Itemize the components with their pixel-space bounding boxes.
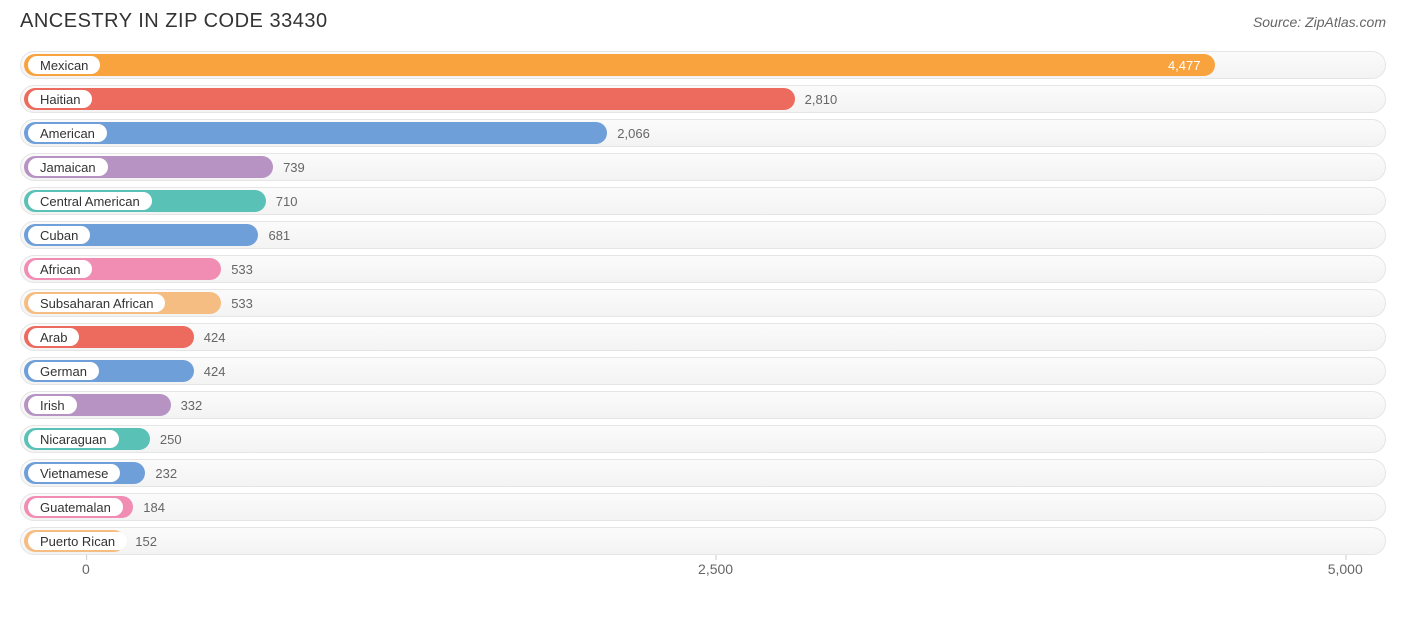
bar-row: Mexican4,477 <box>20 51 1386 79</box>
axis-tick: 0 <box>82 561 90 577</box>
axis-tick: 5,000 <box>1328 561 1363 577</box>
bar-label-pill: Haitian <box>28 90 92 108</box>
bar-label-pill: Nicaraguan <box>28 430 119 448</box>
bar-value: 424 <box>194 360 226 382</box>
chart-source: Source: ZipAtlas.com <box>1253 14 1386 30</box>
bar-label-pill: Jamaican <box>28 158 108 176</box>
bar-value: 533 <box>221 292 253 314</box>
bar-row: Puerto Rican152 <box>20 527 1386 555</box>
bar-label-pill: Subsaharan African <box>28 294 165 312</box>
bar-label-pill: German <box>28 362 99 380</box>
bar-label-pill: American <box>28 124 107 142</box>
chart-title: ANCESTRY IN ZIP CODE 33430 <box>20 10 328 33</box>
bar-row: African 533 <box>20 255 1386 283</box>
bar-value: 710 <box>266 190 298 212</box>
bar-label-pill: Cuban <box>28 226 90 244</box>
x-axis: 0 2,500 5,000 <box>20 561 1386 589</box>
bar-value: 681 <box>258 224 290 246</box>
bar-value: 533 <box>221 258 253 280</box>
bar-value: 184 <box>133 496 165 518</box>
bar-row: Nicaraguan 250 <box>20 425 1386 453</box>
bar-label-pill: Arab <box>28 328 79 346</box>
bar-row: American 2,066 <box>20 119 1386 147</box>
bar-value: 2,066 <box>607 122 650 144</box>
bar-value: 739 <box>273 156 305 178</box>
bar-label-pill: Central American <box>28 192 152 210</box>
bar-label-pill: Puerto Rican <box>28 532 127 550</box>
bar-row: Haitian 2,810 <box>20 85 1386 113</box>
bar-value: 250 <box>150 428 182 450</box>
bar <box>24 122 607 144</box>
bar-row: German 424 <box>20 357 1386 385</box>
ancestry-bar-chart: Mexican4,477 Haitian 2,810 American 2,066 Jam… <box>20 51 1386 589</box>
bar-row: Irish 332 <box>20 391 1386 419</box>
bar-row: Arab 424 <box>20 323 1386 351</box>
bar-value: 332 <box>171 394 203 416</box>
chart-header: ANCESTRY IN ZIP CODE 33430 Source: ZipAt… <box>20 10 1386 33</box>
bar-row: Cuban 681 <box>20 221 1386 249</box>
bar-row: Central American 710 <box>20 187 1386 215</box>
bar-value: 4,477 <box>24 54 1215 76</box>
bar-row: Subsaharan African 533 <box>20 289 1386 317</box>
bar-label-pill: Irish <box>28 396 77 414</box>
bar-row: Jamaican 739 <box>20 153 1386 181</box>
bar-value: 2,810 <box>795 88 838 110</box>
bar-row: Guatemalan 184 <box>20 493 1386 521</box>
axis-tick: 2,500 <box>698 561 733 577</box>
bar-label-pill: Vietnamese <box>28 464 120 482</box>
bar-row: Vietnamese 232 <box>20 459 1386 487</box>
bar-label-pill: Guatemalan <box>28 498 123 516</box>
bar-value: 424 <box>194 326 226 348</box>
bar-value: 232 <box>145 462 177 484</box>
bar-value: 152 <box>125 530 157 552</box>
bar <box>24 88 795 110</box>
bar-label-pill: African <box>28 260 92 278</box>
